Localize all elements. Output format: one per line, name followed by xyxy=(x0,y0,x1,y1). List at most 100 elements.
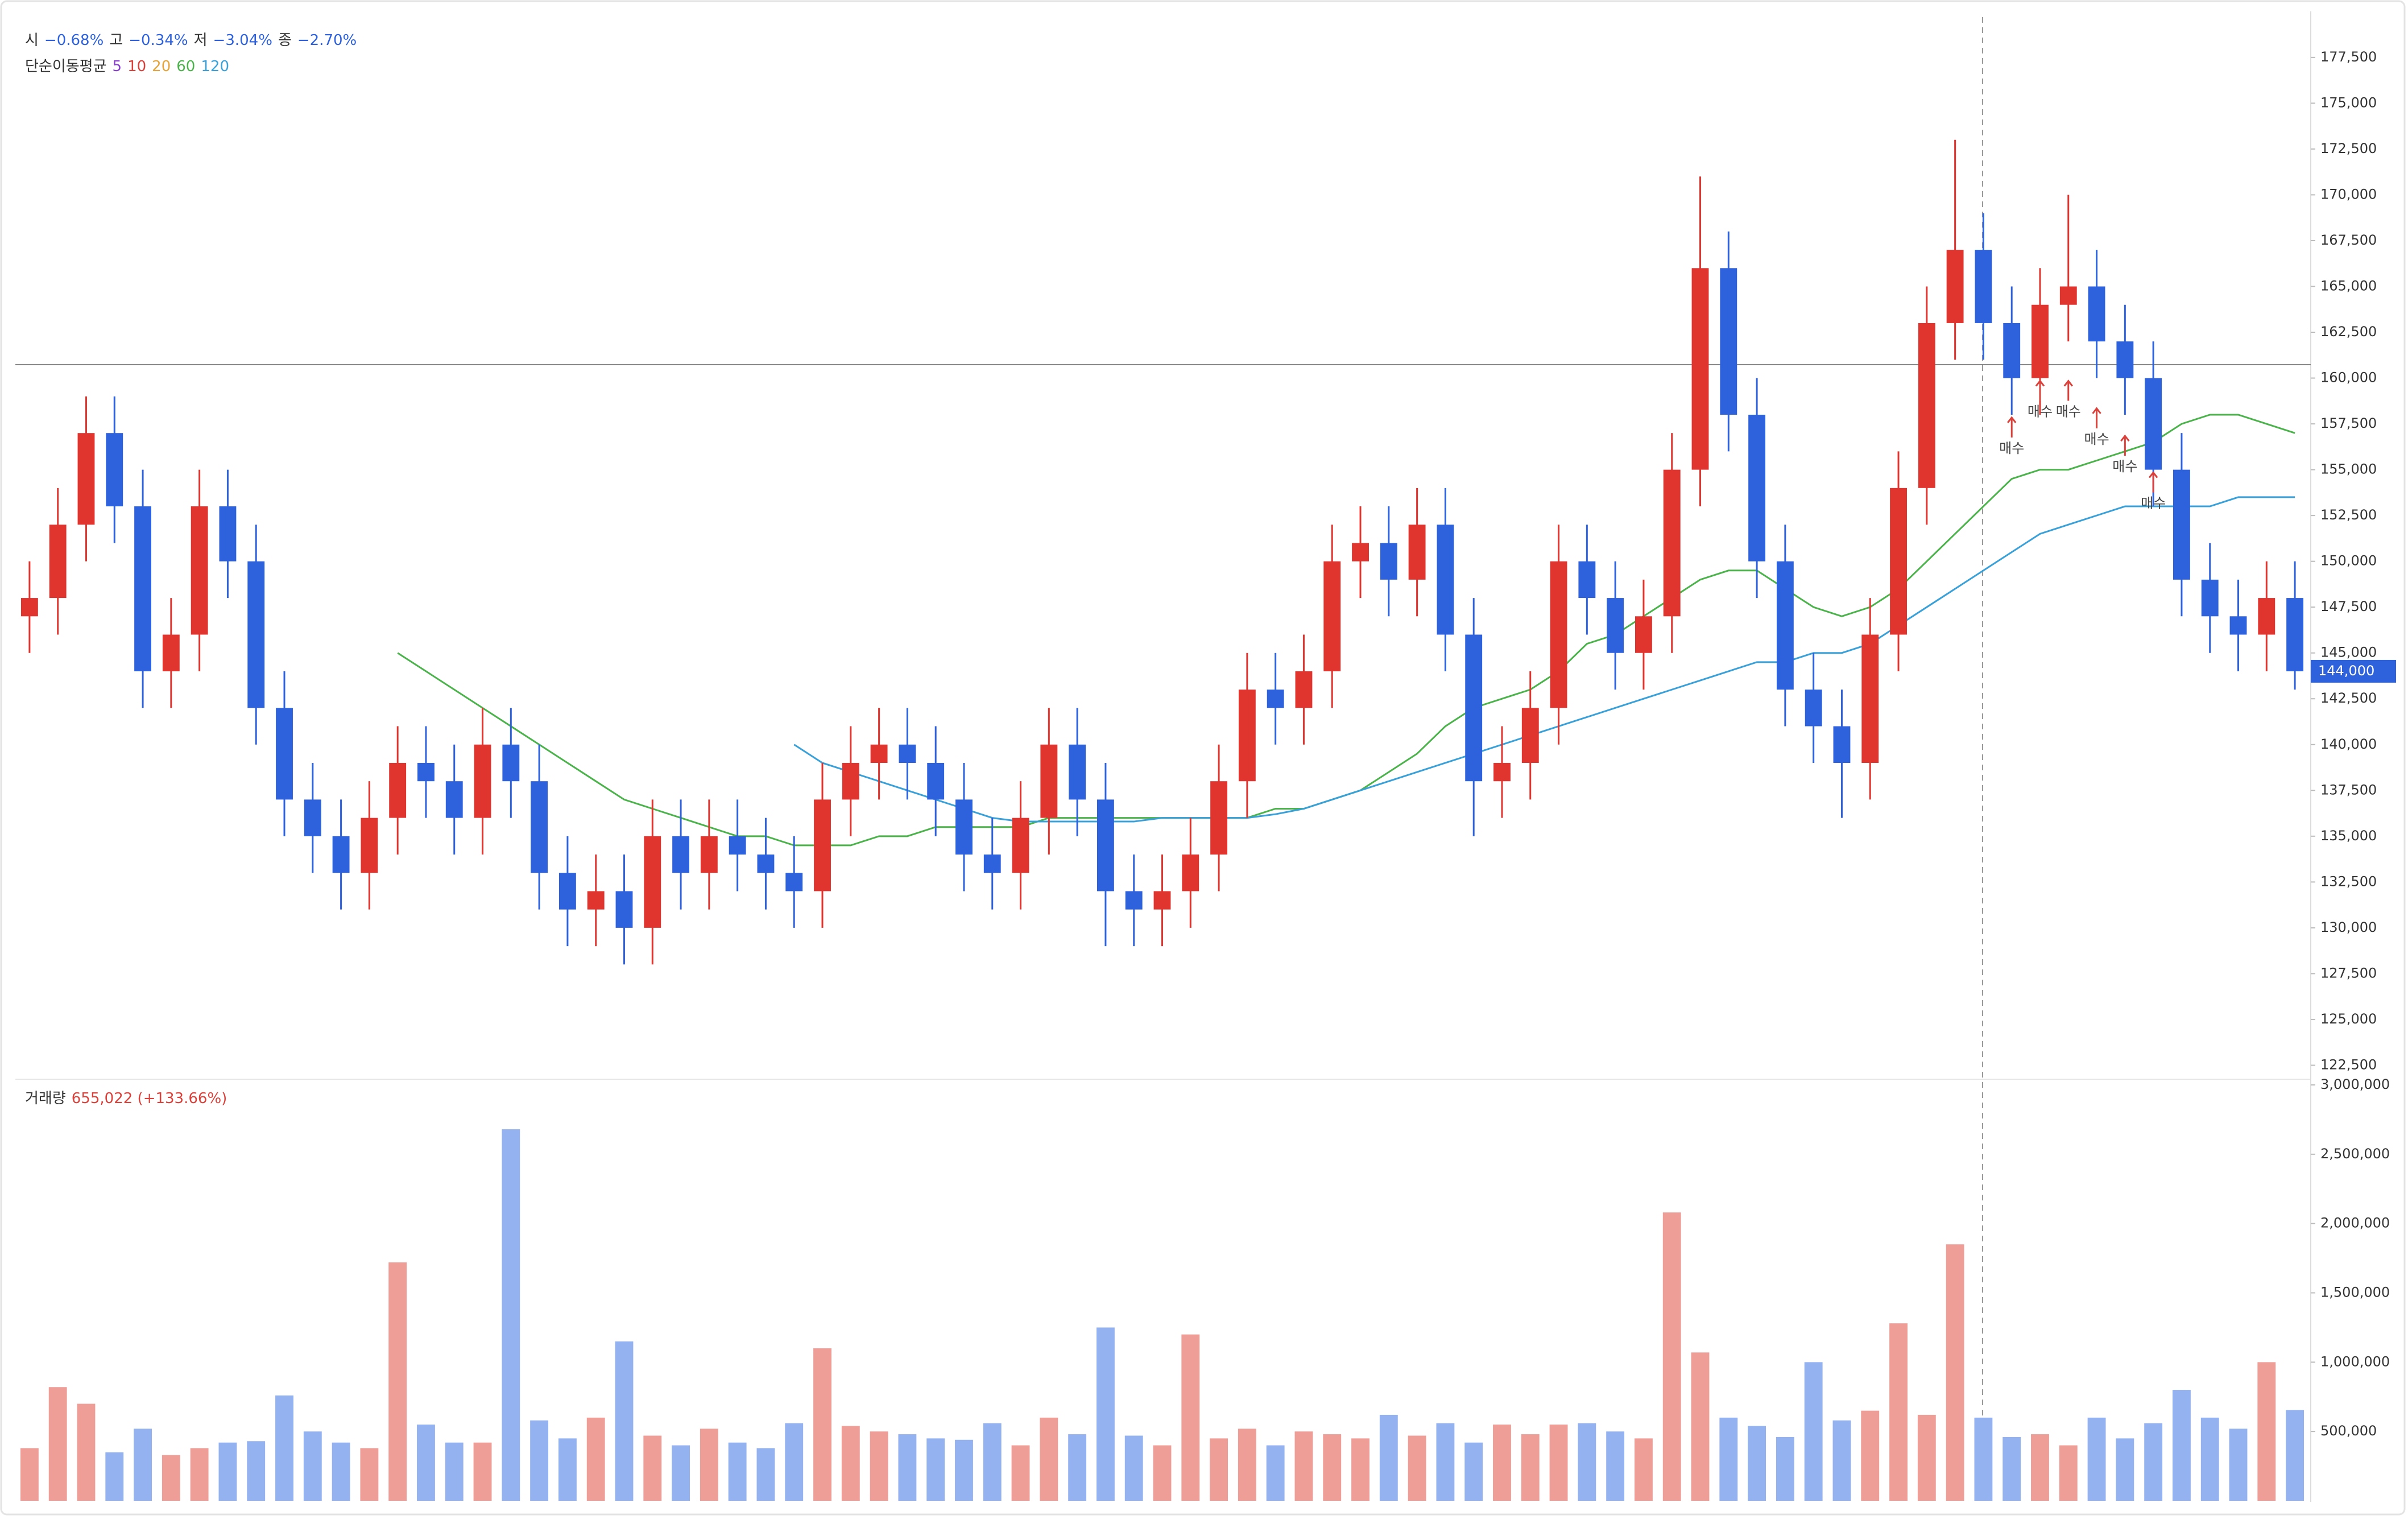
annotation: 매수 xyxy=(2084,431,2109,447)
volume-bar xyxy=(785,1423,804,1501)
volume-bar xyxy=(586,1417,605,1501)
candle-body xyxy=(49,525,67,598)
volume-bar xyxy=(502,1129,520,1501)
candle-body xyxy=(2173,469,2190,580)
volume-bar xyxy=(841,1426,860,1501)
candle-body xyxy=(842,762,859,800)
candle-body xyxy=(1833,726,1851,763)
y-tick-label: 157,500 xyxy=(2320,415,2377,431)
volume-bar xyxy=(1181,1334,1200,1501)
candle-body xyxy=(1267,690,1284,708)
candle-body xyxy=(955,799,973,855)
y-tick-label: 142,500 xyxy=(2320,690,2377,706)
volume-label: 거래량 xyxy=(25,1090,66,1107)
ohlc-value: −3.04% xyxy=(213,32,272,49)
volume-bar xyxy=(162,1455,180,1501)
volume-bar xyxy=(1662,1212,1681,1501)
candle-body xyxy=(1493,762,1511,782)
ohlc-header: 시 −0.68% 고 −0.34% 저 −3.04% 종 −2.70% xyxy=(25,28,362,49)
y-tick-label: 177,500 xyxy=(2320,49,2377,65)
candle-body xyxy=(729,836,746,855)
ohlc-value: −0.68% xyxy=(44,32,104,49)
y-tick-label: 132,500 xyxy=(2320,873,2377,889)
annotation-arrow xyxy=(2007,416,2017,437)
moving-average-line xyxy=(793,496,2295,823)
volume-bar xyxy=(2144,1423,2163,1501)
volume-bar xyxy=(1351,1438,1370,1501)
volume-bar xyxy=(1691,1352,1710,1501)
volume-bar xyxy=(1748,1426,1766,1501)
candle-body xyxy=(219,506,237,562)
volume-bar xyxy=(2173,1390,2191,1501)
candle-body xyxy=(899,744,916,763)
y2-tick-label: 1,000,000 xyxy=(2320,1353,2390,1369)
annotation-arrow xyxy=(2035,379,2045,401)
candle-body xyxy=(2258,598,2275,635)
ma-legend-item: 10 xyxy=(127,58,147,75)
volume-bar xyxy=(1832,1420,1851,1501)
candle-body xyxy=(474,744,491,818)
volume-bar xyxy=(105,1452,124,1501)
y-tick-label: 127,500 xyxy=(2320,965,2377,981)
candle-body xyxy=(615,891,633,928)
volume-header: 거래량 655,022 (+133.66%) xyxy=(25,1087,233,1108)
candle-body xyxy=(1323,561,1341,671)
candle-body xyxy=(2145,378,2162,470)
volume-bar xyxy=(1210,1438,1228,1501)
y-tick-label: 160,000 xyxy=(2320,370,2377,386)
candle-body xyxy=(77,433,95,525)
y2-tick-label: 500,000 xyxy=(2320,1423,2377,1439)
ma-legend: 단순이동평균 5 10 20 60 120 xyxy=(25,55,235,76)
candle-body xyxy=(1720,268,1737,415)
candle-body xyxy=(1918,323,1935,488)
volume-bar xyxy=(615,1341,634,1501)
candle-body xyxy=(1550,561,1567,708)
volume-value: 655,022 (+133.66%) xyxy=(71,1090,227,1107)
annotation-arrow xyxy=(2063,379,2073,401)
ohlc-label: 시 xyxy=(25,32,39,49)
last-price-label: 144,000 xyxy=(2318,663,2374,679)
candle-body xyxy=(417,762,435,782)
y-tick-label: 135,000 xyxy=(2320,828,2377,844)
volume-bar xyxy=(1294,1431,1313,1501)
y-tick-label: 165,000 xyxy=(2320,278,2377,294)
volume-bar xyxy=(1266,1445,1285,1501)
candle-body xyxy=(134,506,151,671)
y-tick-label: 125,000 xyxy=(2320,1011,2377,1027)
annotation: 매수 xyxy=(2112,459,2137,474)
candle-body xyxy=(870,744,888,763)
ohlc-label: 저 xyxy=(193,32,208,49)
ma-legend-item: 120 xyxy=(201,58,229,75)
volume-bar xyxy=(955,1439,973,1501)
candle-body xyxy=(1238,690,1256,782)
candle-body xyxy=(1607,598,1624,653)
candle-body xyxy=(304,799,321,836)
volume-bar xyxy=(1464,1442,1483,1501)
volume-bar xyxy=(1776,1437,1794,1501)
candle-body xyxy=(672,836,690,873)
volume-bar xyxy=(1379,1414,1398,1501)
y-tick-label: 167,500 xyxy=(2320,232,2377,248)
candle-body xyxy=(1521,708,1539,763)
y-tick-label: 145,000 xyxy=(2320,645,2377,661)
volume-bar xyxy=(1861,1410,1880,1501)
ohlc-value: −2.70% xyxy=(297,32,357,49)
candle-body xyxy=(644,836,661,928)
candle-body xyxy=(1295,671,1313,708)
ma-legend-item: 20 xyxy=(152,58,171,75)
candle-body xyxy=(106,433,123,507)
volume-bar xyxy=(2229,1429,2248,1501)
candle-body xyxy=(1182,855,1199,891)
volume-bar xyxy=(898,1434,917,1501)
volume-bar xyxy=(247,1441,266,1501)
volume-bar xyxy=(20,1448,39,1501)
volume-bar xyxy=(2059,1445,2078,1501)
volume-bar xyxy=(700,1429,718,1501)
y-tick-label: 147,500 xyxy=(2320,598,2377,614)
volume-bar xyxy=(417,1424,435,1501)
candle-body xyxy=(983,855,1001,873)
candle-body xyxy=(2032,304,2049,378)
volume-bar xyxy=(2200,1417,2219,1501)
y2-tick-label: 2,500,000 xyxy=(2320,1146,2390,1162)
